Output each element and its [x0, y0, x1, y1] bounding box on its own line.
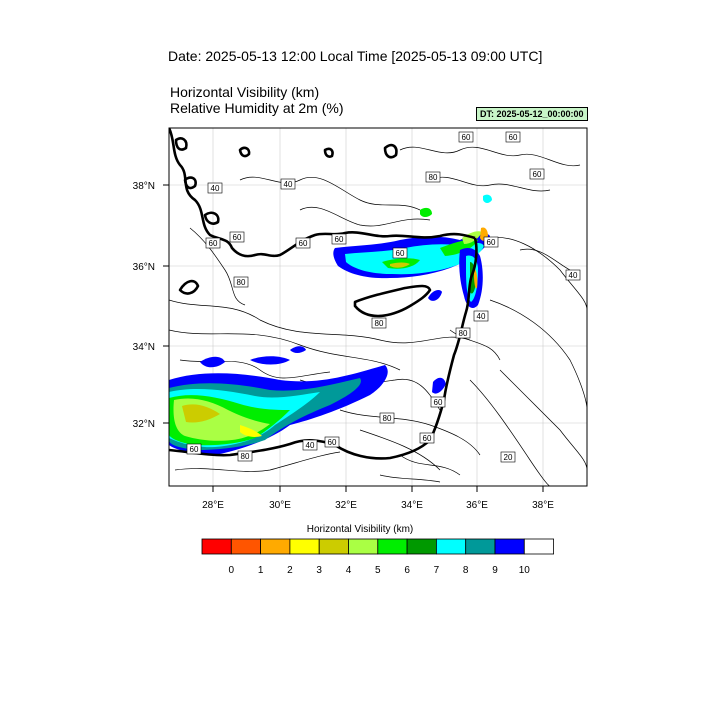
- contour-label: 80: [425, 171, 441, 183]
- lat-label: 32°N: [133, 419, 155, 430]
- colorbar-swatch: [318, 538, 349, 555]
- visibility-shading: [169, 194, 492, 455]
- lat-label: 38°N: [133, 181, 155, 192]
- lon-label: 38°E: [532, 500, 554, 511]
- contour-label: 60: [458, 131, 474, 143]
- field-label-humidity: Relative Humidity at 2m (%): [170, 100, 344, 116]
- colorbar-swatch: [289, 538, 320, 555]
- contour-label: 80: [371, 317, 387, 329]
- colorbar-tick-label: 6: [404, 565, 410, 576]
- colorbar-tick-label: 1: [258, 565, 264, 576]
- svg-text:60: 60: [423, 434, 432, 443]
- lat-label: 34°N: [133, 342, 155, 353]
- svg-text:80: 80: [383, 414, 392, 423]
- svg-text:40: 40: [569, 271, 578, 280]
- colorbar: 0 1 2 3 4 5 6 7 8 9 10: [201, 538, 554, 576]
- colorbar-title: Horizontal Visibility (km): [306, 524, 414, 535]
- svg-text:80: 80: [375, 319, 384, 328]
- lon-labels: 28°E 30°E 32°E 34°E 36°E 38°E: [202, 500, 554, 511]
- svg-text:60: 60: [209, 239, 218, 248]
- svg-text:60: 60: [233, 233, 242, 242]
- svg-text:60: 60: [434, 398, 443, 407]
- contour-label: 40: [302, 439, 318, 451]
- svg-text:60: 60: [396, 249, 405, 258]
- field-label-visibility: Horizontal Visibility (km): [170, 84, 320, 100]
- map-content: 60 60 60 40 40 80 60 60 60 60 60 40 80 8…: [169, 128, 587, 486]
- contour-label: 40: [280, 178, 296, 190]
- lon-label: 34°E: [401, 500, 423, 511]
- colorbar-swatch: [494, 538, 525, 555]
- colorbar-tick-label: 10: [519, 565, 531, 576]
- colorbar-swatch: [406, 538, 437, 555]
- svg-text:60: 60: [462, 133, 471, 142]
- colorbar-tick-label: 5: [375, 565, 381, 576]
- colorbar-swatch: [523, 538, 554, 555]
- contour-labels: 60 60 60 40 40 80 60 60 60 60 60 40 80 8…: [186, 131, 581, 463]
- contour-label: 60: [483, 236, 499, 248]
- contour-label: 40: [473, 310, 489, 322]
- lon-label: 28°E: [202, 500, 224, 511]
- lat-label: 36°N: [133, 262, 155, 273]
- svg-text:40: 40: [306, 441, 315, 450]
- contour-label: 60: [505, 131, 521, 143]
- svg-text:60: 60: [299, 239, 308, 248]
- lon-label: 30°E: [269, 500, 291, 511]
- humidity-contours: [169, 146, 587, 486]
- svg-text:60: 60: [533, 170, 542, 179]
- contour-label: 40: [565, 269, 581, 281]
- svg-text:80: 80: [237, 278, 246, 287]
- contour-label: 40: [207, 182, 223, 194]
- contour-label: 60: [186, 443, 202, 455]
- svg-text:80: 80: [429, 173, 438, 182]
- svg-text:40: 40: [284, 180, 293, 189]
- contour-label: 80: [237, 450, 253, 462]
- svg-text:60: 60: [509, 133, 518, 142]
- contour-label: 60: [430, 396, 446, 408]
- lat-labels: 38°N 36°N 34°N 32°N: [133, 181, 155, 430]
- contour-label: 80: [379, 412, 395, 424]
- contour-label: 20: [500, 451, 516, 463]
- map-title: Date: 2025-05-13 12:00 Local Time [2025-…: [168, 48, 543, 64]
- colorbar-tick-label: 2: [287, 565, 293, 576]
- svg-text:40: 40: [211, 184, 220, 193]
- svg-text:40: 40: [477, 312, 486, 321]
- contour-label: 60: [392, 247, 408, 259]
- colorbar-tick-label: 4: [346, 565, 352, 576]
- contour-label: 60: [324, 436, 340, 448]
- contour-label: 60: [295, 237, 311, 249]
- colorbar-swatch: [201, 538, 232, 555]
- colorbar-tick-label: 7: [434, 565, 440, 576]
- colorbar-swatch: [260, 538, 291, 555]
- svg-text:60: 60: [335, 235, 344, 244]
- contour-label: 60: [229, 231, 245, 243]
- lon-label: 36°E: [466, 500, 488, 511]
- colorbar-swatch: [348, 538, 379, 555]
- lon-label: 32°E: [335, 500, 357, 511]
- contour-label: 60: [205, 237, 221, 249]
- colorbar-tick-label: 3: [316, 565, 322, 576]
- colorbar-swatch: [465, 538, 496, 555]
- svg-text:60: 60: [190, 445, 199, 454]
- contour-label: 60: [331, 233, 347, 245]
- contour-label: 80: [233, 276, 249, 288]
- dt-badge: DT: 2025-05-12_00:00:00: [476, 107, 588, 121]
- svg-text:20: 20: [504, 453, 513, 462]
- contour-label: 80: [455, 327, 471, 339]
- contour-label: 60: [419, 432, 435, 444]
- colorbar-tick-label: 0: [229, 565, 235, 576]
- colorbar-tick-label: 8: [463, 565, 469, 576]
- svg-text:80: 80: [459, 329, 468, 338]
- colorbar-swatch: [230, 538, 262, 555]
- svg-text:60: 60: [328, 438, 337, 447]
- axis-ticks: [163, 184, 544, 492]
- map-frame: [168, 127, 588, 487]
- svg-text:80: 80: [241, 452, 250, 461]
- svg-text:60: 60: [487, 238, 496, 247]
- colorbar-tick-label: 9: [492, 565, 498, 576]
- contour-label: 60: [529, 168, 545, 180]
- colorbar-swatch: [377, 538, 408, 555]
- colorbar-swatch: [435, 538, 467, 555]
